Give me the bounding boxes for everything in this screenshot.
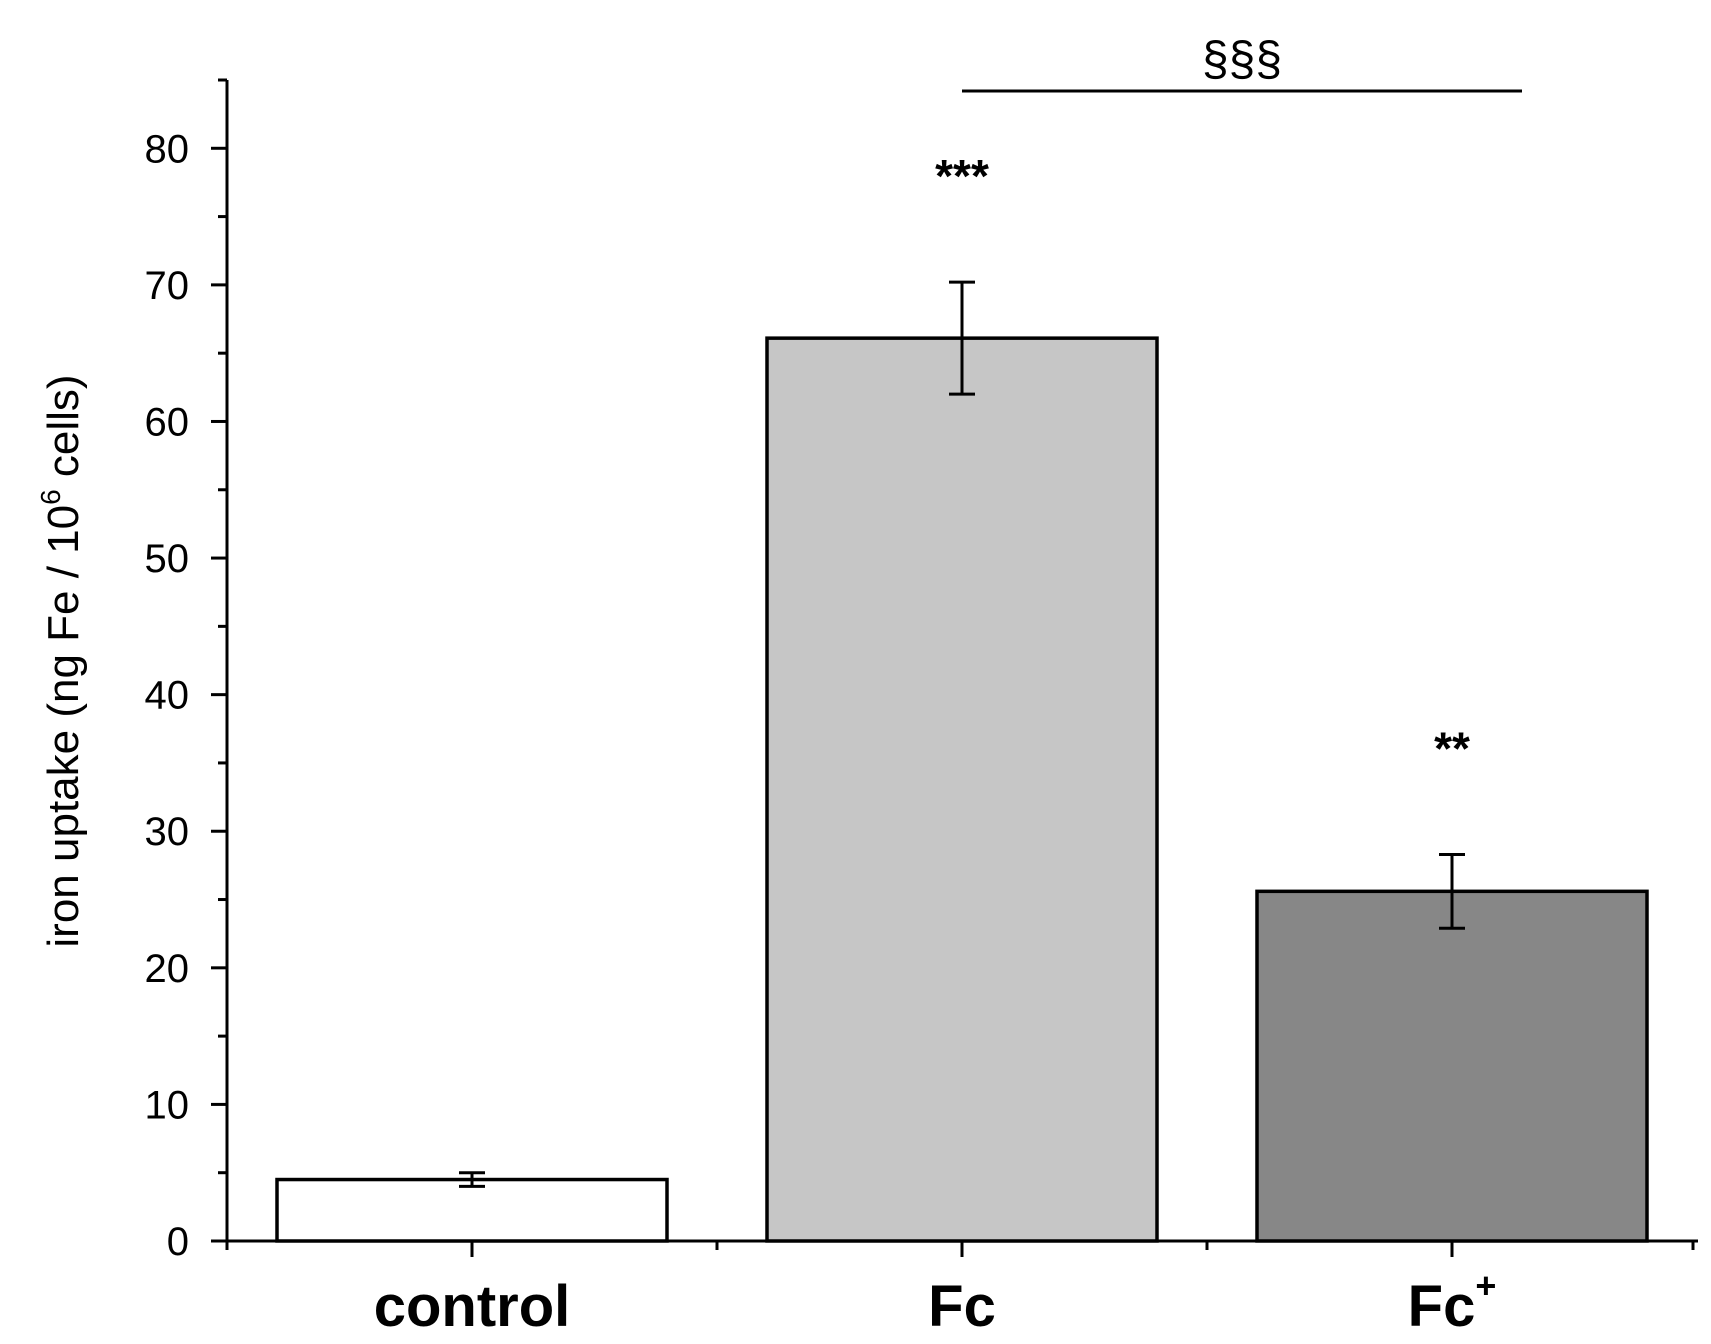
bar-control: [275, 1177, 669, 1243]
y-tick-label: 20: [145, 947, 190, 991]
y-axis-title-superscript: 6: [35, 489, 66, 505]
x-category-label-text: Fc: [1408, 1274, 1476, 1339]
significance-mark: **: [1434, 722, 1470, 774]
x-category-label-text: control: [374, 1274, 571, 1339]
y-tick-label: 10: [145, 1083, 190, 1127]
y-tick-label: 40: [145, 674, 190, 718]
x-category-label: Fc+: [1408, 1265, 1497, 1339]
significance-mark: ***: [935, 150, 989, 202]
y-tick-label: 0: [167, 1220, 189, 1264]
y-tick-label: 70: [145, 264, 190, 308]
y-tick-label: 30: [145, 810, 190, 854]
y-axis-title-suffix: cells): [39, 374, 88, 489]
y-axis-title-prefix: iron uptake (ng Fe / 10: [39, 505, 88, 948]
x-category-label: Fc: [928, 1274, 996, 1339]
x-category-label-superscript: +: [1475, 1265, 1496, 1306]
significance-bracket-label: §§§: [1202, 33, 1282, 86]
y-axis-title: iron uptake (ng Fe / 106 cells): [35, 374, 88, 947]
bar-fc-plus: [1255, 889, 1649, 1243]
bar-fc: [765, 336, 1159, 1243]
x-category-label-text: Fc: [928, 1274, 996, 1339]
x-category-label: control: [374, 1274, 571, 1339]
y-tick-label: 80: [145, 127, 190, 171]
y-tick-label: 50: [145, 537, 190, 581]
y-tick-label: 60: [145, 400, 190, 444]
